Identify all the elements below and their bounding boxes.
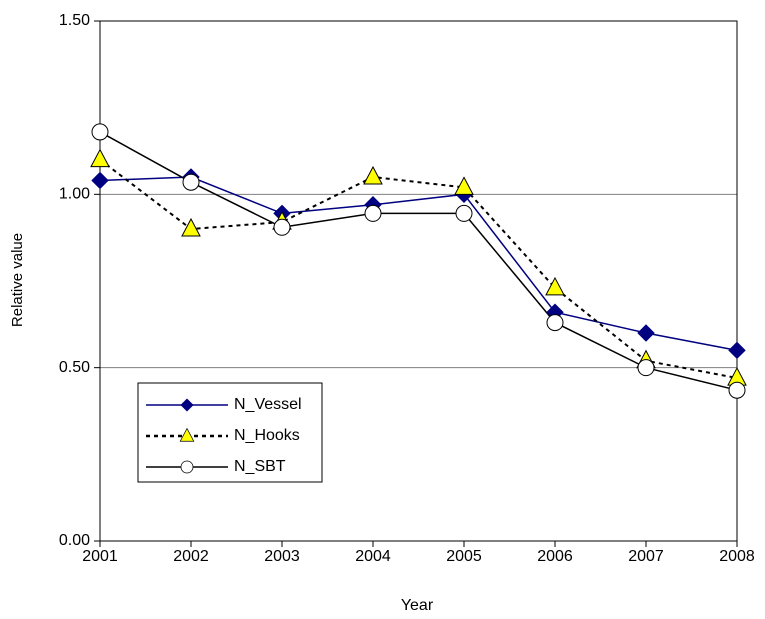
x-tick-label: 2002: [173, 548, 209, 565]
marker: [728, 341, 746, 360]
legend-marker: [180, 460, 194, 474]
x-tick-label: 2004: [355, 548, 391, 565]
marker: [454, 176, 474, 195]
legend-box: [137, 382, 323, 483]
marker: [546, 314, 564, 332]
legend-marker: [180, 398, 194, 412]
marker: [91, 171, 109, 190]
marker: [455, 204, 473, 222]
marker: [182, 173, 200, 191]
legend-label: N_SBT: [234, 458, 286, 475]
y-axis-label: Relative value: [9, 233, 26, 327]
x-tick-label: 2007: [628, 548, 664, 565]
marker: [728, 381, 746, 399]
marker: [273, 218, 291, 236]
marker: [363, 165, 383, 185]
series-line: [99, 131, 738, 391]
y-tick-label: 1.50: [59, 12, 90, 29]
marker: [545, 276, 565, 296]
legend-marker: [179, 427, 195, 442]
marker: [364, 204, 382, 222]
y-tick-label: 0.00: [59, 532, 90, 549]
x-tick-label: 2006: [537, 548, 573, 565]
x-tick-label: 2005: [446, 548, 482, 565]
marker: [637, 359, 655, 377]
x-tick-label: 2001: [82, 548, 118, 565]
x-tick-label: 2008: [719, 548, 755, 565]
y-tick-label: 1.00: [59, 186, 90, 203]
y-tick-label: 0.50: [59, 359, 90, 376]
plot-frame: [99, 20, 738, 542]
marker: [90, 148, 110, 168]
marker: [637, 324, 655, 342]
x-tick-label: 2003: [264, 548, 300, 565]
x-axis-label: Year: [401, 597, 434, 614]
legend-label: N_Hooks: [234, 427, 300, 444]
marker: [91, 123, 109, 141]
series-line: [99, 176, 738, 352]
series-line: [99, 158, 738, 380]
marker: [181, 217, 201, 237]
legend-label: N_Vessel: [234, 396, 302, 413]
